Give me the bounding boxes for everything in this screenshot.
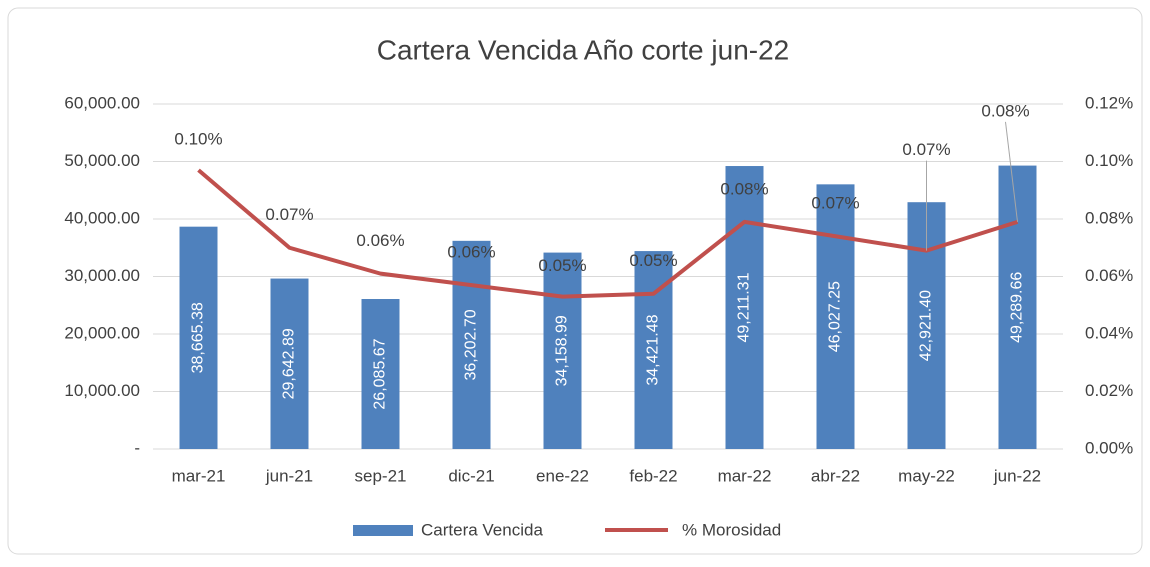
bar [543, 252, 582, 449]
bar [179, 226, 218, 449]
bar [725, 166, 764, 449]
x-tick-label: jun-21 [265, 466, 313, 485]
y2-tick-label: 0.12% [1085, 93, 1133, 112]
line-value-label: 0.07% [811, 194, 859, 213]
line-value-label: 0.08% [981, 101, 1029, 120]
leader-line [1005, 121, 1018, 222]
legend-label: Cartera Vencida [421, 520, 543, 539]
y-tick-label: 30,000.00 [64, 266, 140, 285]
x-tick-label: ene-22 [536, 466, 589, 485]
y-tick-label: 10,000.00 [64, 381, 140, 400]
bar [361, 299, 400, 449]
line-value-label: 0.05% [538, 256, 586, 275]
line-value-label: 0.05% [629, 251, 677, 270]
bar-value-label: 38,665.38 [190, 302, 207, 373]
x-tick-label: may-22 [898, 466, 955, 485]
bar [816, 184, 855, 449]
y2-tick-label: 0.02% [1085, 381, 1133, 400]
y-tick-label: 20,000.00 [64, 323, 140, 342]
y-tick-label: 50,000.00 [64, 151, 140, 170]
bar [452, 240, 491, 449]
y2-tick-label: 0.10% [1085, 151, 1133, 170]
line-value-label: 0.07% [902, 140, 950, 159]
chart-title: Cartera Vencida Año corte jun-22 [377, 34, 789, 65]
x-tick-label: mar-22 [718, 466, 772, 485]
x-tick-label: abr-22 [811, 466, 860, 485]
y2-tick-label: 0.06% [1085, 266, 1133, 285]
bar-value-label: 46,027.25 [827, 281, 844, 352]
x-tick-label: dic-21 [448, 466, 494, 485]
y2-tick-label: 0.04% [1085, 323, 1133, 342]
legend-label: % Morosidad [682, 520, 781, 539]
bar-value-label: 36,202.70 [463, 309, 480, 380]
y-tick-label: 40,000.00 [64, 208, 140, 227]
bar-value-label: 34,421.48 [645, 314, 662, 385]
bar-value-label: 29,642.89 [281, 328, 298, 399]
line-value-label: 0.10% [174, 130, 222, 149]
x-tick-label: feb-22 [629, 466, 677, 485]
line [197, 168, 1019, 299]
bar [998, 165, 1037, 449]
legend-swatch [353, 525, 413, 536]
line-value-label: 0.06% [447, 243, 495, 262]
bar-value-label: 49,211.31 [736, 272, 753, 342]
y2-tick-label: 0.00% [1085, 438, 1133, 457]
x-tick-label: mar-21 [172, 466, 226, 485]
y-tick-label: 60,000.00 [64, 93, 140, 112]
bar-value-label: 49,289.66 [1009, 272, 1026, 343]
line-value-label: 0.07% [265, 205, 313, 224]
bar-value-label: 26,085.67 [372, 338, 389, 409]
bar [270, 278, 309, 449]
y-tick-label: - [134, 438, 140, 457]
x-tick-label: jun-22 [993, 466, 1041, 485]
x-tick-label: sep-21 [355, 466, 407, 485]
line-value-label: 0.08% [720, 179, 768, 198]
line-value-label: 0.06% [356, 231, 404, 250]
bar-value-label: 34,158.99 [554, 315, 571, 386]
y2-tick-label: 0.08% [1085, 208, 1133, 227]
bar-value-label: 42,921.40 [918, 290, 935, 361]
